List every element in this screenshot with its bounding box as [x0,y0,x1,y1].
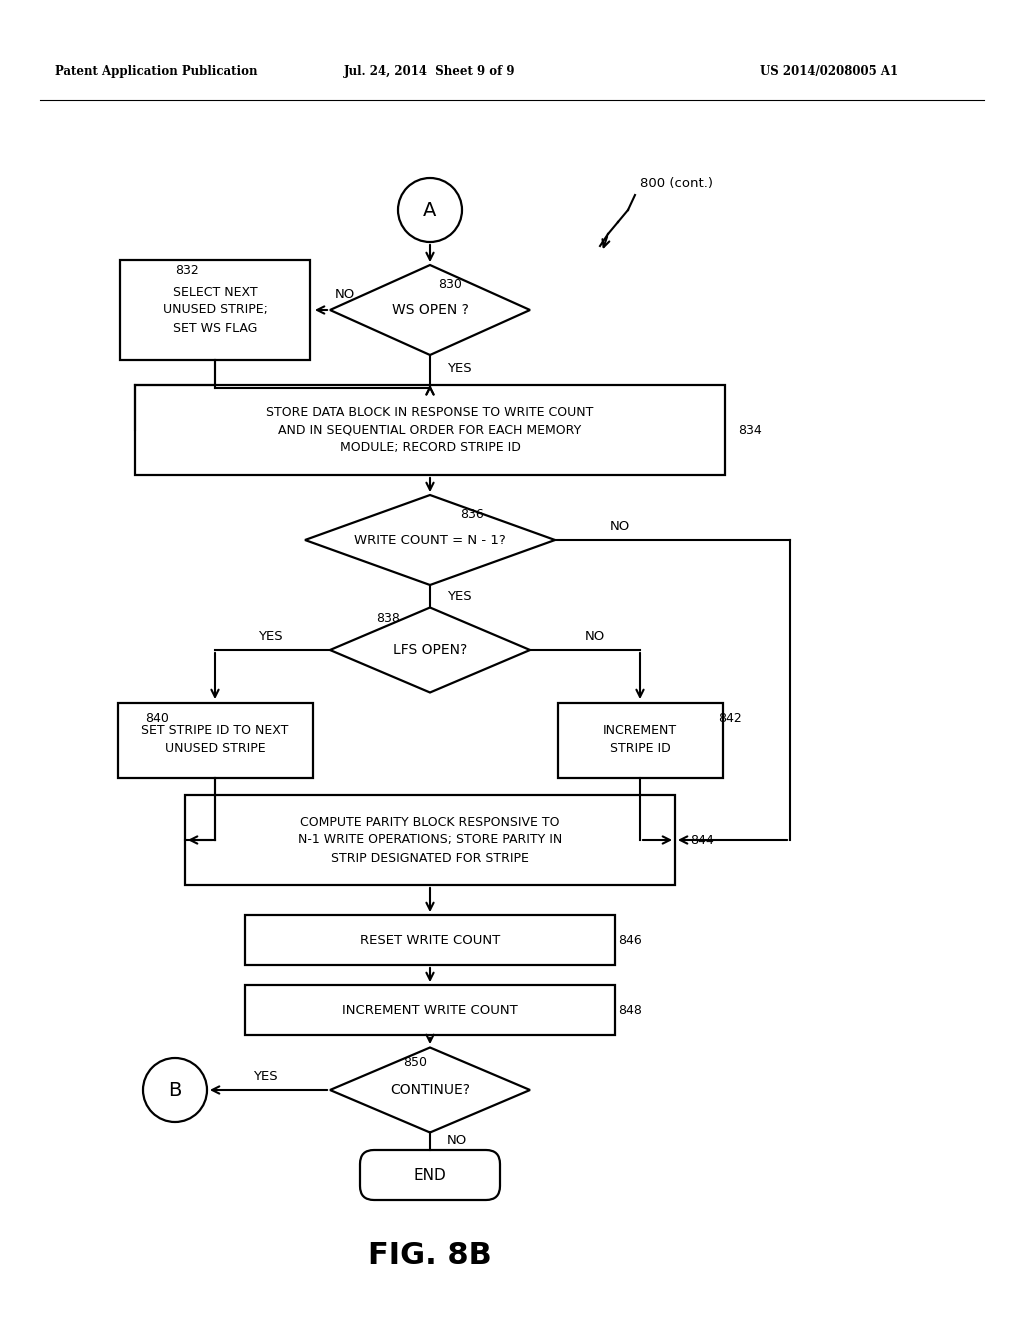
Text: YES: YES [258,630,283,643]
Text: 830: 830 [438,279,462,292]
Text: NO: NO [585,630,605,643]
Text: 844: 844 [690,833,714,846]
Text: INCREMENT
STRIPE ID: INCREMENT STRIPE ID [603,725,677,755]
Text: CONTINUE?: CONTINUE? [390,1082,470,1097]
Text: NO: NO [610,520,630,533]
Text: SET STRIPE ID TO NEXT
UNUSED STRIPE: SET STRIPE ID TO NEXT UNUSED STRIPE [141,725,289,755]
Text: END: END [414,1167,446,1183]
Text: COMPUTE PARITY BLOCK RESPONSIVE TO
N-1 WRITE OPERATIONS; STORE PARITY IN
STRIP D: COMPUTE PARITY BLOCK RESPONSIVE TO N-1 W… [298,816,562,865]
Text: 850: 850 [403,1056,427,1068]
Text: YES: YES [447,362,472,375]
Text: SELECT NEXT
UNUSED STRIPE;
SET WS FLAG: SELECT NEXT UNUSED STRIPE; SET WS FLAG [163,285,267,334]
Text: 832: 832 [175,264,199,276]
Text: YES: YES [253,1069,278,1082]
Text: 800 (cont.): 800 (cont.) [640,177,713,190]
Text: YES: YES [447,590,472,602]
Text: Jul. 24, 2014  Sheet 9 of 9: Jul. 24, 2014 Sheet 9 of 9 [344,66,516,78]
Text: 848: 848 [618,1003,642,1016]
Text: NO: NO [447,1134,467,1147]
Text: WS OPEN ?: WS OPEN ? [391,304,468,317]
Text: US 2014/0208005 A1: US 2014/0208005 A1 [760,66,898,78]
Text: 842: 842 [718,711,741,725]
Text: WRITE COUNT = N - 1?: WRITE COUNT = N - 1? [354,533,506,546]
Text: Patent Application Publication: Patent Application Publication [55,66,257,78]
Text: RESET WRITE COUNT: RESET WRITE COUNT [359,933,500,946]
Text: 840: 840 [145,711,169,725]
Text: FIG. 8B: FIG. 8B [368,1241,492,1270]
Text: 836: 836 [460,508,483,521]
Text: A: A [423,201,436,219]
Text: B: B [168,1081,181,1100]
Text: INCREMENT WRITE COUNT: INCREMENT WRITE COUNT [342,1003,518,1016]
Text: 846: 846 [618,933,642,946]
Text: STORE DATA BLOCK IN RESPONSE TO WRITE COUNT
AND IN SEQUENTIAL ORDER FOR EACH MEM: STORE DATA BLOCK IN RESPONSE TO WRITE CO… [266,405,594,454]
Text: LFS OPEN?: LFS OPEN? [393,643,467,657]
Text: 838: 838 [376,611,400,624]
Text: NO: NO [335,289,355,301]
Text: 834: 834 [738,424,762,437]
